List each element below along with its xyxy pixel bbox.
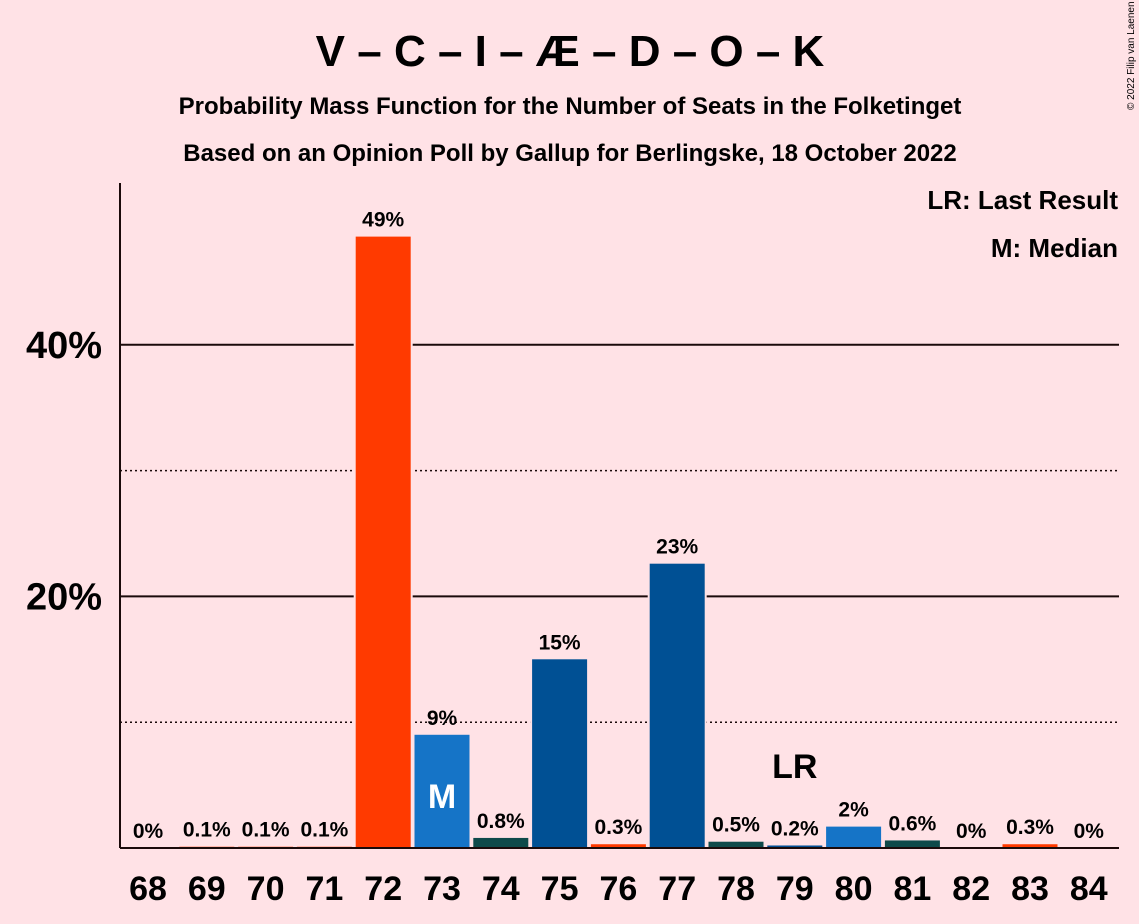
- bar-value-label: 0%: [1074, 820, 1105, 843]
- bar-background: [294, 842, 354, 848]
- bar-value-label: 0.2%: [771, 817, 819, 840]
- bar-background: [765, 841, 825, 848]
- bar-value-label: 23%: [656, 536, 698, 559]
- bar-value-label: 15%: [539, 631, 581, 654]
- x-tick-label: 77: [658, 870, 696, 908]
- x-tick-label: 74: [482, 870, 520, 908]
- bar-75: [532, 659, 588, 848]
- bar-value-label: 49%: [362, 209, 404, 232]
- bar-80: [826, 826, 882, 848]
- bar-background: [588, 840, 648, 848]
- bar-value-label: 0.1%: [242, 819, 290, 842]
- x-tick-label: 75: [541, 870, 579, 908]
- x-tick-label: 83: [1011, 870, 1049, 908]
- bar-value-label: 0.3%: [1006, 816, 1054, 839]
- x-tick-label: 76: [599, 870, 637, 908]
- legend-last-result: LR: Last Result: [927, 185, 1118, 215]
- bar-value-label: 0.1%: [183, 819, 231, 842]
- bar-83: [1002, 844, 1058, 848]
- x-tick-label: 84: [1070, 870, 1108, 908]
- bar-value-label: 0.1%: [300, 819, 348, 842]
- x-tick-label: 69: [188, 870, 226, 908]
- bar-background: [236, 842, 296, 848]
- x-tick-label: 70: [247, 870, 285, 908]
- bar-74: [473, 837, 529, 848]
- bar-value-label: 0%: [133, 820, 164, 843]
- bar-value-label: 0.8%: [477, 810, 525, 833]
- bar-value-label: 0.6%: [888, 812, 936, 835]
- x-tick-label: 71: [305, 870, 343, 908]
- bar-value-label: 0.3%: [594, 816, 642, 839]
- bar-background: [177, 842, 237, 848]
- bar-73: [414, 734, 470, 848]
- y-tick-label: 40%: [26, 325, 102, 367]
- copyright-notice: © 2022 Filip van Laenen: [1126, 1, 1137, 110]
- bar-77: [649, 563, 705, 848]
- bar-72: [355, 236, 411, 848]
- bar-value-label: 2%: [838, 799, 869, 822]
- median-marker: M: [428, 778, 456, 816]
- x-tick-label: 72: [364, 870, 402, 908]
- x-axis-ticks: 68 69 70 71 72 73 74 75 76 77 78 79 80 81 82 83 84: [129, 870, 1108, 908]
- chart-subtitle: Probability Mass Function for the Number…: [179, 93, 962, 120]
- x-tick-label: 68: [129, 870, 167, 908]
- y-tick-label: 20%: [26, 576, 102, 618]
- x-tick-label: 78: [717, 870, 755, 908]
- x-tick-label: 82: [952, 870, 990, 908]
- x-tick-label: 81: [893, 870, 931, 908]
- y-axis-ticks: 20% 40%: [26, 325, 102, 619]
- x-tick-label: 79: [776, 870, 814, 908]
- chart-subtitle-poll: Based on an Opinion Poll by Gallup for B…: [183, 140, 957, 167]
- bars: 0% 0.1% 0.1% 0.1% 49% 9% M 0.8% 15% 0.3% 23% 0.5% 0.…: [133, 209, 1104, 849]
- bar-value-label: 0.5%: [712, 814, 760, 837]
- bar-76: [590, 844, 646, 848]
- gridlines: [120, 343, 1119, 723]
- last-result-marker: LR: [772, 748, 817, 786]
- chart-title: V – C – I – Æ – D – O – K: [316, 27, 825, 76]
- bar-81: [884, 840, 940, 848]
- x-tick-label: 73: [423, 870, 461, 908]
- x-tick-label: 80: [835, 870, 873, 908]
- legend-median: M: Median: [991, 233, 1118, 263]
- bar-value-label: 0%: [956, 820, 987, 843]
- bar-background: [1000, 840, 1060, 848]
- bar-79: [767, 845, 823, 848]
- bar-78: [708, 841, 764, 848]
- bar-value-label: 9%: [427, 707, 458, 730]
